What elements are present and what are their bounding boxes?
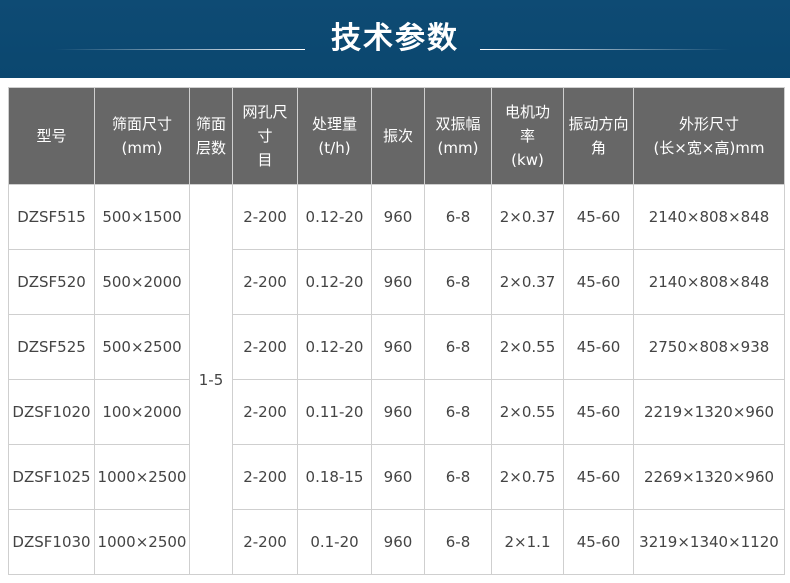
table-cell: 100×2000 <box>94 379 190 445</box>
table-cell: 1000×2500 <box>94 444 190 510</box>
table-cell: 6-8 <box>424 509 492 575</box>
column-header-line: 电机功 <box>504 103 550 121</box>
table-row: DZSF1020 100×2000 2-200 0.11-20 960 6-8 2×0.55… <box>8 379 785 445</box>
table-cell: 0.1-20 <box>297 509 372 575</box>
table-row: DZSF525 500×2500 2-200 0.12-20 960 6-8 2×0.55 4… <box>8 314 785 380</box>
table-cell: DZSF1030 <box>8 509 95 575</box>
column-header: 电机功率 (kw) <box>491 87 564 185</box>
column-header-line: 网孔尺 <box>242 103 288 121</box>
table-cell: DZSF520 <box>8 249 95 315</box>
table-cell: 0.12-20 <box>297 184 372 250</box>
column-header-line: 率 <box>519 127 535 145</box>
table-cell: 2269×1320×960 <box>633 444 785 510</box>
table-cell: 960 <box>371 314 425 380</box>
table-cell: 0.12-20 <box>297 314 372 380</box>
table-row: DZSF515 500×1500 1-5 2-200 0.12-20 960 6-8 2×0.… <box>8 184 785 575</box>
column-header: 振动方向角 <box>563 87 634 185</box>
spec-table: 型号 筛面尺寸 (mm) 筛面 层数 网孔尺寸目处理量 (t/h) 振次 双振幅 (mm) 电机功率… <box>8 87 785 575</box>
table-cell: 45-60 <box>563 379 634 445</box>
table-cell: 2×0.37 <box>491 184 564 250</box>
column-header-line: (长×宽×高)mm <box>653 139 765 157</box>
table-cell: 2×0.55 <box>491 314 564 380</box>
table-cell: 3219×1340×1120 <box>633 509 785 575</box>
table-cell: 960 <box>371 184 425 250</box>
table-cell: 6-8 <box>424 184 492 250</box>
table-cell: 2×0.37 <box>491 249 564 315</box>
column-header-line: 振次 <box>382 127 413 145</box>
table-cell: 2-200 <box>232 314 298 380</box>
column-header-line: 目 <box>257 151 273 169</box>
table-cell: 45-60 <box>563 509 634 575</box>
column-header-line: (t/h) <box>318 139 351 157</box>
table-cell: 6-8 <box>424 379 492 445</box>
column-header-line: (kw) <box>511 151 544 169</box>
table-cell: 500×1500 <box>94 184 190 250</box>
layers-cell: 1-5 <box>189 184 233 575</box>
column-header-line: 层数 <box>195 139 226 157</box>
table-cell: 2×1.1 <box>491 509 564 575</box>
column-header-line: 筛面 <box>195 115 226 133</box>
decorative-line-right <box>480 49 730 50</box>
table-row: DZSF520 500×2000 2-200 0.12-20 960 6-8 2×0.37 4… <box>8 249 785 315</box>
column-header-line: 处理量 <box>311 115 357 133</box>
column-header-line: 振动方向 <box>568 115 629 133</box>
table-cell: DZSF1020 <box>8 379 95 445</box>
title-banner: 技术参数 <box>0 0 790 78</box>
table-cell: 2-200 <box>232 444 298 510</box>
column-header-line: 角 <box>590 139 606 157</box>
table-cell: 2-200 <box>232 249 298 315</box>
table-cell: 2140×808×848 <box>633 249 785 315</box>
table-cell: 0.12-20 <box>297 249 372 315</box>
table-cell: 45-60 <box>563 249 634 315</box>
decorative-line-left <box>55 49 305 50</box>
table-cell: 2-200 <box>232 509 298 575</box>
column-header-line: 型号 <box>36 127 67 145</box>
table-cell: 2219×1320×960 <box>633 379 785 445</box>
table-cell: 2×0.55 <box>491 379 564 445</box>
column-header-line: 筛面尺寸 <box>111 115 172 133</box>
table-cell: 2-200 <box>232 184 298 250</box>
column-header: 处理量 (t/h) <box>297 87 372 185</box>
table-cell: 0.18-15 <box>297 444 372 510</box>
column-header: 外形尺寸 (长×宽×高)mm <box>633 87 785 185</box>
table-cell: 45-60 <box>563 314 634 380</box>
column-header: 双振幅 (mm) <box>424 87 492 185</box>
column-header-line: (mm) <box>121 139 163 157</box>
table-cell: 6-8 <box>424 249 492 315</box>
table-cell: 6-8 <box>424 314 492 380</box>
table-cell: 960 <box>371 379 425 445</box>
column-header-line: 外形尺寸 <box>678 115 739 133</box>
table-cell: 0.11-20 <box>297 379 372 445</box>
table-cell: 2750×808×938 <box>633 314 785 380</box>
table-cell: 2140×808×848 <box>633 184 785 250</box>
table-cell: DZSF525 <box>8 314 95 380</box>
table-cell: 45-60 <box>563 184 634 250</box>
column-header-line: 寸 <box>257 127 273 145</box>
table-cell: 45-60 <box>563 444 634 510</box>
column-header: 网孔尺寸目 <box>232 87 298 185</box>
table-cell: 6-8 <box>424 444 492 510</box>
column-header-line: 双振幅 <box>435 115 481 133</box>
table-cell: 2-200 <box>232 379 298 445</box>
column-header: 振次 <box>371 87 425 185</box>
column-header: 筛面 层数 <box>189 87 233 185</box>
table-header-row: 型号 筛面尺寸 (mm) 筛面 层数 网孔尺寸目处理量 (t/h) 振次 双振幅 (mm) 电机功率… <box>8 87 785 185</box>
table-cell: 960 <box>371 444 425 510</box>
table-cell: 960 <box>371 509 425 575</box>
table-cell: 960 <box>371 249 425 315</box>
table-row: DZSF1025 1000×2500 2-200 0.18-15 960 6-8 2×0.7… <box>8 444 785 510</box>
column-header: 筛面尺寸 (mm) <box>94 87 190 185</box>
table-cell: 2×0.75 <box>491 444 564 510</box>
table-cell: 500×2500 <box>94 314 190 380</box>
column-header-line: (mm) <box>437 139 479 157</box>
table-cell: 500×2000 <box>94 249 190 315</box>
table-cell: DZSF1025 <box>8 444 95 510</box>
column-header: 型号 <box>8 87 95 185</box>
table-cell: DZSF515 <box>8 184 95 250</box>
table-row: DZSF1030 1000×2500 2-200 0.1-20 960 6-8 2×1.1 4… <box>8 509 785 575</box>
page-title: 技术参数 <box>331 21 459 56</box>
table-cell: 1000×2500 <box>94 509 190 575</box>
